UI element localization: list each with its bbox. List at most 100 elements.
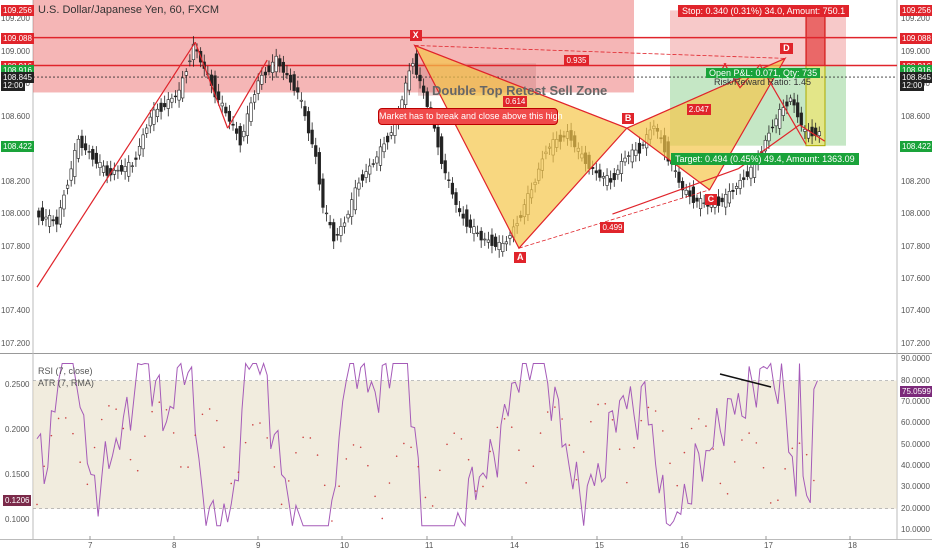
candle-body — [62, 194, 66, 210]
atr-dot — [302, 436, 304, 439]
atr-dot — [525, 482, 527, 484]
candle-body — [742, 177, 746, 180]
candle-body — [40, 207, 44, 221]
candle-body — [490, 234, 494, 246]
price-box-right-1: 109.088 — [900, 32, 932, 44]
candle-body — [166, 99, 170, 109]
candle-body — [235, 128, 239, 134]
candle-body — [716, 196, 721, 206]
atr-dot — [712, 448, 714, 450]
candle-body — [382, 143, 386, 153]
price-tick-right-109.200: 109.200 — [901, 14, 930, 24]
price-box-left-3: 108.916 — [1, 64, 34, 76]
rsi-tick-80.0000: 80.0000 — [901, 375, 930, 385]
candle-body — [306, 111, 311, 134]
candle-body — [458, 208, 462, 213]
candle-body — [335, 234, 339, 236]
candle-body — [698, 198, 703, 209]
candle-body — [788, 97, 793, 102]
candle-body — [767, 132, 771, 142]
candle-body — [785, 101, 789, 107]
candle-body — [407, 70, 411, 91]
candle-body — [493, 236, 498, 247]
candle-body — [130, 165, 134, 167]
atr-dot — [287, 480, 290, 482]
candle-body — [425, 91, 429, 107]
price-tick-right-107.400: 107.400 — [901, 306, 930, 316]
candle-body — [774, 118, 778, 127]
atr-dot — [323, 484, 326, 487]
atr-legend-label: ATR (7, RMA) — [38, 378, 94, 388]
candle-body — [357, 182, 361, 190]
candle-body — [461, 213, 465, 219]
candle-body — [217, 91, 221, 101]
risk-reward-label: Risk/Reward Ratio: 1.45 — [714, 77, 812, 87]
atr-dot — [604, 402, 607, 405]
candle-body — [260, 74, 264, 85]
atr-dot — [280, 503, 283, 506]
atr-dot — [489, 450, 491, 453]
price-box-left-1: 109.088 — [1, 32, 34, 44]
atr-dot — [532, 465, 535, 468]
candle-body — [44, 216, 48, 220]
candle-body — [105, 165, 109, 176]
atr-dot — [144, 435, 146, 437]
candle-body — [778, 109, 782, 129]
atr-dot — [136, 469, 139, 472]
atr-dot — [251, 424, 254, 426]
pattern-point-B: B — [621, 113, 635, 125]
atr-dot — [633, 446, 635, 449]
candle-body — [238, 126, 242, 146]
time-label-17: 17 — [764, 541, 773, 550]
atr-dot — [654, 410, 657, 412]
atr-dot — [230, 482, 233, 485]
candle-body — [378, 146, 383, 166]
candle-body — [422, 85, 426, 93]
break-callout: Market has to break and close above this… — [378, 108, 563, 125]
time-label-15: 15 — [595, 541, 604, 550]
candle-body — [623, 157, 627, 163]
price-tick-right-109.000: 109.000 — [901, 46, 930, 56]
candle-body — [141, 134, 145, 150]
candle-body — [594, 170, 598, 174]
price-tick-right-107.800: 107.800 — [901, 241, 930, 251]
candle-body — [612, 173, 616, 181]
candle-body — [810, 126, 814, 137]
atr-dot — [676, 484, 679, 487]
candle-body — [350, 199, 354, 217]
candle-body — [436, 126, 440, 148]
atr-current-box: 0.1206 — [3, 495, 32, 506]
candle-body — [411, 63, 415, 67]
candle-body — [483, 238, 487, 241]
candle-body — [299, 99, 303, 102]
atr-dot — [374, 495, 376, 498]
rsi-tick-30.0000: 30.0000 — [901, 482, 930, 492]
atr-dot — [798, 442, 801, 444]
candle-body — [137, 146, 142, 156]
candle-body — [346, 213, 350, 219]
atr-dot — [539, 432, 542, 434]
candle-body — [677, 171, 681, 183]
atr-dot — [50, 434, 53, 437]
atr-dot — [57, 417, 60, 420]
atr-dot — [331, 520, 333, 522]
atr-dot — [122, 427, 125, 430]
candle-body — [213, 75, 217, 98]
atr-dot — [72, 432, 74, 435]
candle-body — [227, 110, 232, 122]
atr-dot — [216, 419, 218, 422]
candle-body — [267, 65, 271, 73]
atr-dot — [115, 408, 117, 410]
price-box-right-3: 108.916 — [900, 64, 932, 76]
price-tick-left-107.400: 107.400 — [1, 306, 30, 316]
candle-body — [770, 126, 775, 129]
candle-body — [249, 102, 253, 122]
atr-dot — [669, 462, 671, 465]
candle-body — [270, 61, 275, 73]
trend-line-1 — [194, 41, 229, 129]
candle-body — [472, 226, 476, 234]
candle-body — [188, 60, 192, 63]
candle-body — [727, 191, 731, 204]
atr-dot — [647, 406, 650, 409]
axes — [89, 536, 851, 540]
